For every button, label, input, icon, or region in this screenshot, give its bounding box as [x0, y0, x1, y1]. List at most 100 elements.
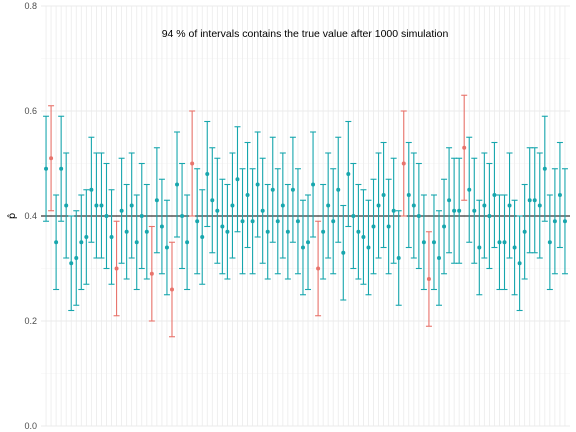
interval: [274, 168, 281, 275]
interval-estimate-point: [119, 208, 124, 213]
interval-estimate-point: [457, 208, 462, 213]
interval-estimate-point: [104, 214, 109, 218]
interval: [451, 157, 458, 264]
interval: [138, 162, 145, 270]
interval-estimate-point: [497, 240, 502, 245]
interval-estimate-point: [139, 214, 144, 218]
interval: [521, 183, 528, 280]
interval-estimate-point: [532, 198, 537, 203]
interval: [214, 157, 221, 264]
interval-estimate-point: [411, 203, 416, 208]
interval-estimate-point: [134, 240, 139, 245]
interval: [441, 178, 448, 275]
y-tick-label: 0.8: [24, 1, 37, 11]
minor-gridlines: [41, 58, 570, 374]
interval-estimate-point: [270, 187, 275, 192]
interval-estimate-point: [275, 219, 280, 224]
y-tick-label: 0.6: [24, 106, 37, 116]
interval: [78, 194, 85, 291]
interval-estimate-point: [356, 229, 361, 234]
interval: [43, 115, 50, 222]
interval-estimate-point: [89, 187, 94, 192]
interval: [446, 147, 453, 254]
interval-estimate-point: [54, 240, 59, 245]
interval: [531, 147, 538, 254]
interval-estimate-point: [472, 208, 477, 213]
interval-estimate-point: [431, 240, 436, 245]
interval: [501, 194, 508, 291]
interval: [48, 105, 55, 212]
interval: [174, 131, 181, 238]
interval-estimate-point: [492, 193, 497, 197]
interval: [123, 183, 130, 280]
interval: [551, 168, 558, 275]
interval-estimate-point: [537, 203, 542, 208]
interval: [345, 120, 352, 228]
interval: [254, 131, 261, 238]
interval: [430, 194, 437, 291]
interval-estimate-point: [371, 224, 376, 229]
interval: [73, 210, 80, 306]
interval: [556, 141, 563, 249]
interval-estimate-point: [326, 203, 331, 208]
interval: [68, 215, 75, 312]
interval: [219, 178, 226, 275]
interval: [516, 215, 523, 312]
interval-estimate-point: [306, 240, 311, 245]
interval-estimate-point: [316, 266, 321, 271]
interval-estimate-point: [437, 256, 442, 260]
interval: [128, 152, 135, 259]
interval-estimate-point: [195, 219, 200, 224]
y-tick-label: 0.4: [24, 211, 37, 221]
interval: [224, 183, 231, 280]
interval: [320, 183, 327, 280]
interval: [405, 141, 412, 249]
interval-estimate-point: [336, 187, 341, 192]
interval-estimate-point: [175, 182, 180, 187]
interval-estimate-point: [190, 161, 195, 166]
interval-estimate-point: [225, 229, 230, 234]
interval-estimate-point: [406, 193, 411, 197]
interval: [315, 220, 322, 317]
interval-estimate-point: [421, 240, 426, 245]
interval-estimate-point: [235, 177, 240, 182]
interval: [93, 152, 100, 259]
interval-estimate-point: [442, 224, 447, 229]
interval-estimate-point: [517, 261, 522, 266]
interval: [486, 162, 493, 270]
interval: [350, 162, 357, 270]
interval-estimate-point: [159, 224, 164, 229]
interval-estimate-point: [477, 245, 482, 250]
interval-estimate-point: [381, 193, 386, 197]
interval: [98, 152, 105, 259]
interval: [168, 241, 175, 338]
interval-estimate-point: [250, 219, 255, 224]
interval: [199, 189, 206, 285]
interval-estimate-point: [502, 240, 507, 245]
interval: [380, 141, 387, 249]
interval-estimate-point: [205, 172, 210, 176]
interval-estimate-point: [79, 240, 84, 245]
interval-estimate-point: [260, 208, 265, 213]
interval-estimate-point: [447, 198, 452, 203]
interval: [370, 178, 377, 275]
interval: [355, 183, 362, 280]
y-tick-label: 0.0: [24, 421, 37, 431]
interval: [189, 110, 196, 217]
interval: [259, 157, 266, 264]
interval-estimate-point: [482, 203, 487, 208]
interval: [148, 225, 155, 322]
interval-estimate-point: [285, 229, 290, 234]
interval: [415, 162, 422, 270]
y-axis-title: p̂: [6, 213, 18, 219]
interval-estimate-point: [149, 271, 154, 276]
interval: [385, 178, 392, 275]
interval-estimate-point: [144, 229, 149, 234]
interval-estimate-point: [169, 287, 174, 292]
interval-estimate-point: [562, 219, 567, 224]
interval: [209, 147, 216, 254]
interval-estimate-point: [300, 245, 305, 250]
interval: [375, 152, 382, 259]
interval-estimate-point: [230, 203, 235, 208]
interval-estimate-point: [59, 166, 64, 171]
